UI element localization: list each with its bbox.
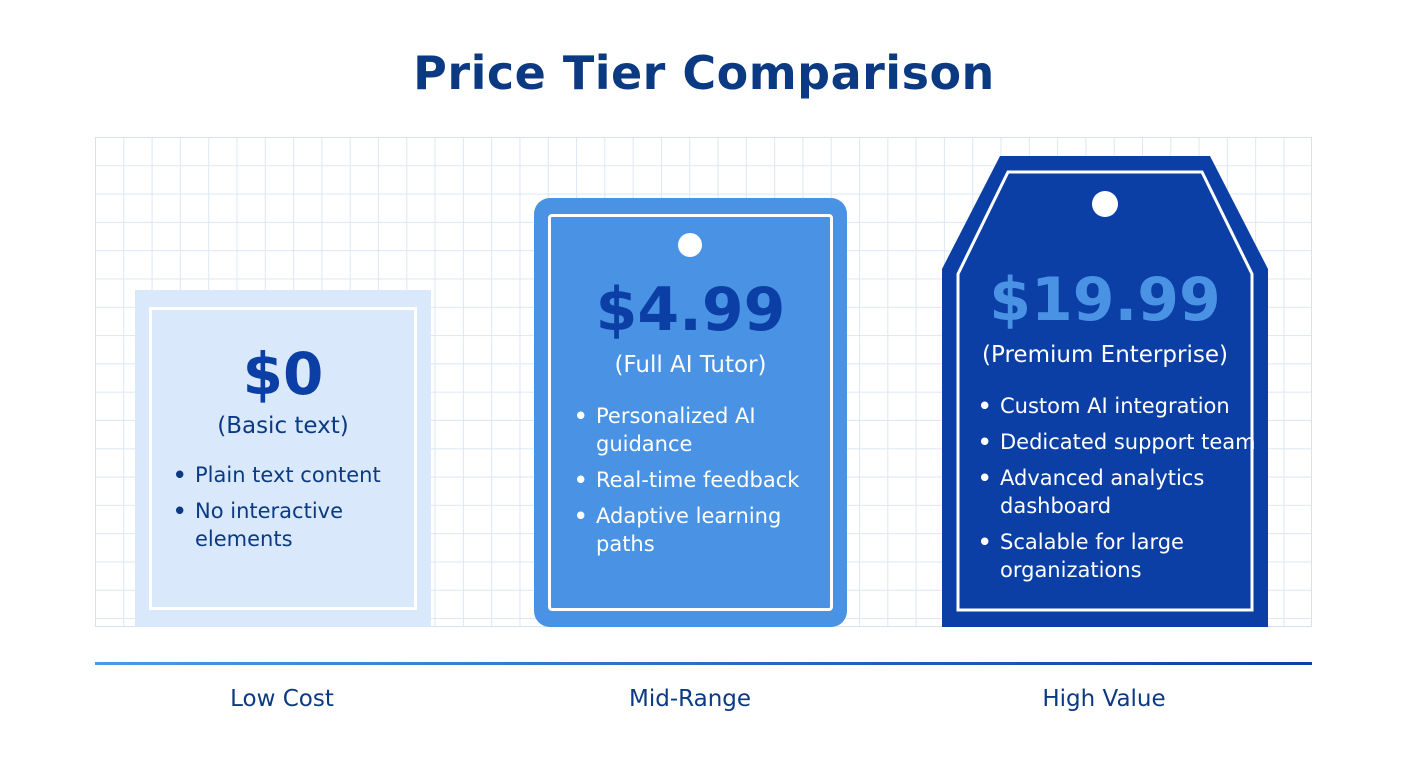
bullet-icon: • [173,499,187,523]
axis-label-low: Low Cost [230,686,334,712]
feature-item: • Custom AI integration [976,392,1268,420]
feature-item: • Plain text content [171,461,431,489]
bullet-icon: • [574,468,588,492]
feature-text: Personalized AI guidance [596,404,756,456]
feature-text: Adaptive learning paths [596,504,782,556]
feature-item: • Personalized AI guidance [572,402,847,458]
tier-card-high: $19.99 (Premium Enterprise) • Custom AI i… [942,156,1268,627]
feature-text: Custom AI integration [1000,394,1230,418]
feature-item: • Advanced analytics dashboard [976,464,1268,520]
feature-text: Plain text content [195,463,381,487]
feature-list: • Plain text content • No interactive elem… [171,461,431,553]
page-title: Price Tier Comparison [413,46,995,100]
tier-price: $4.99 [595,275,786,345]
tier-content: $19.99 (Premium Enterprise) • Custom AI i… [942,156,1268,584]
bullet-icon: • [978,430,992,454]
price-tag-shape [942,156,1268,627]
tier-subtitle: (Premium Enterprise) [982,342,1228,368]
feature-item: • Real-time feedback [572,466,847,494]
bullet-icon: • [574,504,588,528]
bullet-icon: • [978,394,992,418]
feature-item: • Dedicated support team [976,428,1268,456]
feature-text: Real-time feedback [596,468,800,492]
feature-text: Scalable for large organizations [1000,530,1184,582]
feature-text: Advanced analytics dashboard [1000,466,1205,518]
tier-subtitle: (Full AI Tutor) [614,352,767,378]
tier-price: $19.99 [989,265,1221,335]
bullet-icon: • [978,530,992,554]
tier-card-mid: $4.99 (Full AI Tutor) • Personalized AI g… [534,198,847,627]
axis-label-high: High Value [1042,686,1166,712]
axis-label-mid: Mid-Range [628,686,752,712]
tag-hole-icon [678,233,702,257]
feature-text: No interactive elements [195,499,343,551]
feature-item: • No interactive elements [171,497,431,553]
feature-list: • Custom AI integration • Dedicated suppor… [976,392,1268,584]
bullet-icon: • [173,463,187,487]
tier-subtitle: (Basic text) [217,413,349,439]
feature-text: Dedicated support team [1000,430,1256,454]
feature-list: • Personalized AI guidance • Real-time fee… [572,402,847,558]
tier-price: $0 [242,340,324,408]
feature-item: • Scalable for large organizations [976,528,1268,584]
tag-hole-icon [1092,191,1118,217]
card-inner-border [548,214,833,611]
card-inner-border [149,307,417,610]
tier-card-low: $0 (Basic text) • Plain text content • No … [135,290,431,627]
feature-item: • Adaptive learning paths [572,502,847,558]
value-axis-line [95,662,1312,665]
bullet-icon: • [574,404,588,428]
bullet-icon: • [978,466,992,490]
